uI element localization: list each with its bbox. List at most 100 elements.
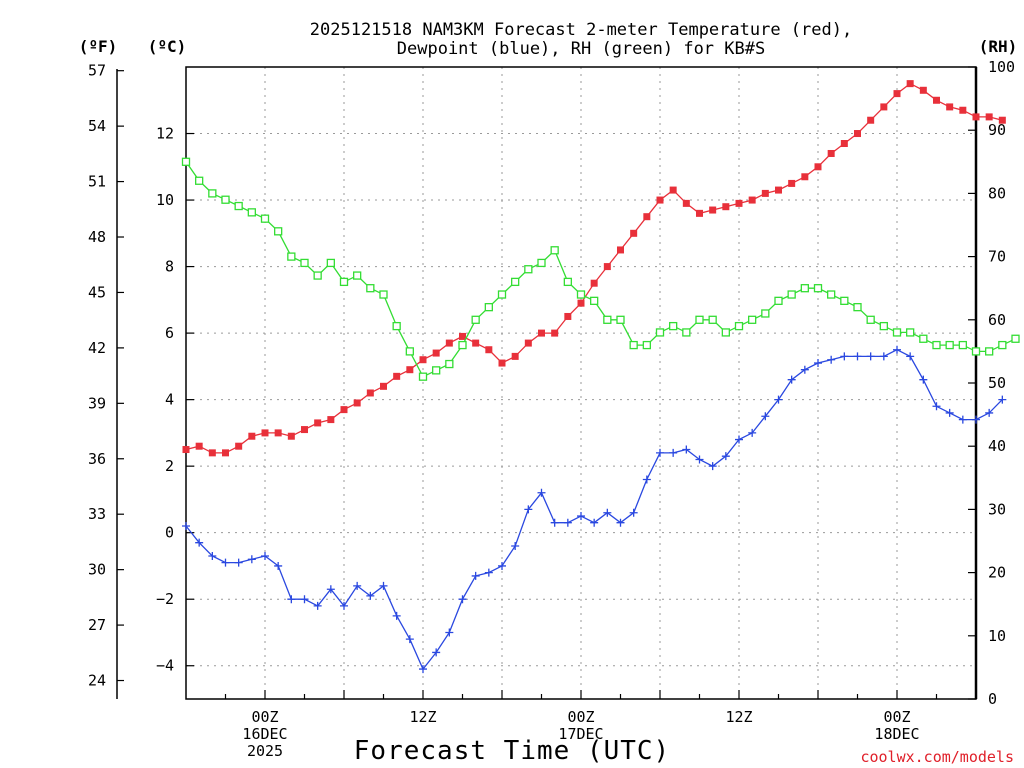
temperature-point bbox=[485, 346, 493, 354]
fahrenheit-unit-label: (ºF) bbox=[79, 37, 118, 56]
temperature-point bbox=[419, 356, 427, 364]
dewpoint-point bbox=[405, 635, 414, 644]
fahrenheit-tick-label: 48 bbox=[88, 228, 106, 246]
x-tick-label: 18DEC bbox=[874, 725, 919, 743]
fahrenheit-tick-label: 39 bbox=[88, 394, 106, 412]
rh-tick-label: 40 bbox=[988, 437, 1006, 455]
temperature-point bbox=[801, 173, 809, 181]
dewpoint-point bbox=[524, 505, 533, 514]
temperature-point bbox=[261, 429, 269, 437]
chart-title-line-1: 2025121518 NAM3KM Forecast 2-meter Tempe… bbox=[310, 20, 852, 40]
fahrenheit-tick-label: 24 bbox=[88, 672, 106, 690]
temperature-point bbox=[906, 80, 914, 88]
temperature-point bbox=[590, 279, 598, 287]
temperature-point bbox=[327, 416, 335, 424]
rh-point bbox=[590, 296, 599, 305]
rh-point bbox=[813, 284, 823, 293]
rh-point bbox=[392, 321, 401, 331]
temperature-point bbox=[208, 449, 216, 457]
rh-point bbox=[405, 347, 414, 356]
rh-point bbox=[721, 328, 730, 337]
rh-tick-label: 90 bbox=[988, 121, 1006, 139]
dewpoint-line bbox=[185, 348, 1003, 671]
temperature-point bbox=[564, 312, 572, 320]
temperature-line bbox=[185, 82, 1003, 454]
temperature-point bbox=[985, 113, 993, 121]
rh-point bbox=[932, 340, 941, 350]
fahrenheit-tick-label: 33 bbox=[88, 505, 106, 523]
dewpoint-point bbox=[958, 415, 967, 424]
temperature-point bbox=[301, 426, 308, 434]
dewpoint-point bbox=[498, 561, 506, 570]
x-tick-label: 00Z bbox=[883, 708, 910, 726]
rh-point bbox=[971, 347, 981, 356]
rh-unit-label: (RH) bbox=[979, 37, 1018, 56]
temperature-point bbox=[919, 86, 927, 94]
rh-point bbox=[511, 277, 520, 287]
x-tick-label: 00Z bbox=[567, 708, 594, 726]
dewpoint-point bbox=[735, 435, 743, 444]
temperature-point bbox=[472, 339, 480, 347]
temperature-point bbox=[366, 389, 374, 397]
dewpoint-point bbox=[919, 375, 928, 384]
celsius-tick-label: 12 bbox=[156, 125, 174, 143]
rh-point bbox=[603, 315, 612, 324]
dewpoint-point bbox=[208, 551, 217, 560]
temperature-point bbox=[274, 429, 282, 437]
dewpoint-point bbox=[326, 585, 335, 594]
dewpoint-point bbox=[656, 448, 664, 457]
temperature-point bbox=[998, 116, 1006, 124]
rh-line bbox=[185, 161, 1016, 378]
dewpoint-point bbox=[261, 551, 269, 560]
rh-tick-label: 60 bbox=[988, 311, 1006, 329]
rh-point bbox=[432, 366, 441, 375]
dewpoint-point bbox=[445, 628, 454, 637]
temperature-point bbox=[933, 96, 940, 104]
dewpoint-point bbox=[695, 455, 704, 464]
rh-point bbox=[326, 258, 335, 268]
rh-point bbox=[827, 290, 836, 299]
rh-point bbox=[682, 328, 691, 337]
rh-point bbox=[879, 321, 888, 331]
rh-point bbox=[300, 258, 309, 268]
temperature-point bbox=[696, 209, 703, 217]
dewpoint-point bbox=[800, 365, 809, 374]
temperature-point bbox=[498, 359, 506, 367]
rh-point bbox=[734, 321, 744, 331]
dewpoint-point bbox=[366, 591, 375, 600]
celsius-tick-label: 4 bbox=[165, 391, 174, 409]
temperature-point bbox=[840, 140, 848, 148]
dewpoint-point bbox=[577, 512, 585, 521]
dewpoint-point bbox=[300, 595, 309, 604]
rh-point bbox=[550, 246, 559, 255]
rh-point bbox=[761, 309, 770, 318]
temperature-point bbox=[788, 179, 796, 187]
dewpoint-point bbox=[182, 522, 190, 531]
temperature-point bbox=[287, 432, 295, 440]
x-tick-label: 2025 bbox=[247, 742, 283, 760]
rh-point bbox=[576, 290, 586, 299]
dewpoint-point bbox=[550, 518, 559, 527]
rh-point bbox=[629, 340, 638, 350]
temperature-point bbox=[459, 332, 466, 340]
dewpoint-point bbox=[827, 355, 836, 364]
celsius-tick-label: −2 bbox=[156, 590, 174, 608]
dewpoint-point bbox=[814, 359, 822, 368]
rh-point bbox=[458, 340, 467, 350]
temperature-point bbox=[669, 186, 677, 194]
temperature-point bbox=[603, 263, 611, 271]
dewpoint-point bbox=[590, 518, 599, 527]
dewpoint-point bbox=[748, 428, 757, 437]
celsius-unit-label: (ºC) bbox=[148, 37, 187, 56]
rh-point bbox=[642, 340, 651, 350]
grid-lines bbox=[186, 67, 976, 699]
dewpoint-point bbox=[629, 508, 638, 517]
celsius-tick-label: 8 bbox=[165, 258, 174, 276]
rh-tick-label: 50 bbox=[988, 374, 1006, 392]
rh-point bbox=[379, 290, 388, 299]
temperature-point bbox=[380, 382, 387, 390]
temperature-point bbox=[867, 116, 875, 124]
x-tick-label: 16DEC bbox=[242, 725, 287, 743]
temperature-point bbox=[445, 339, 453, 347]
rh-point bbox=[524, 265, 533, 274]
